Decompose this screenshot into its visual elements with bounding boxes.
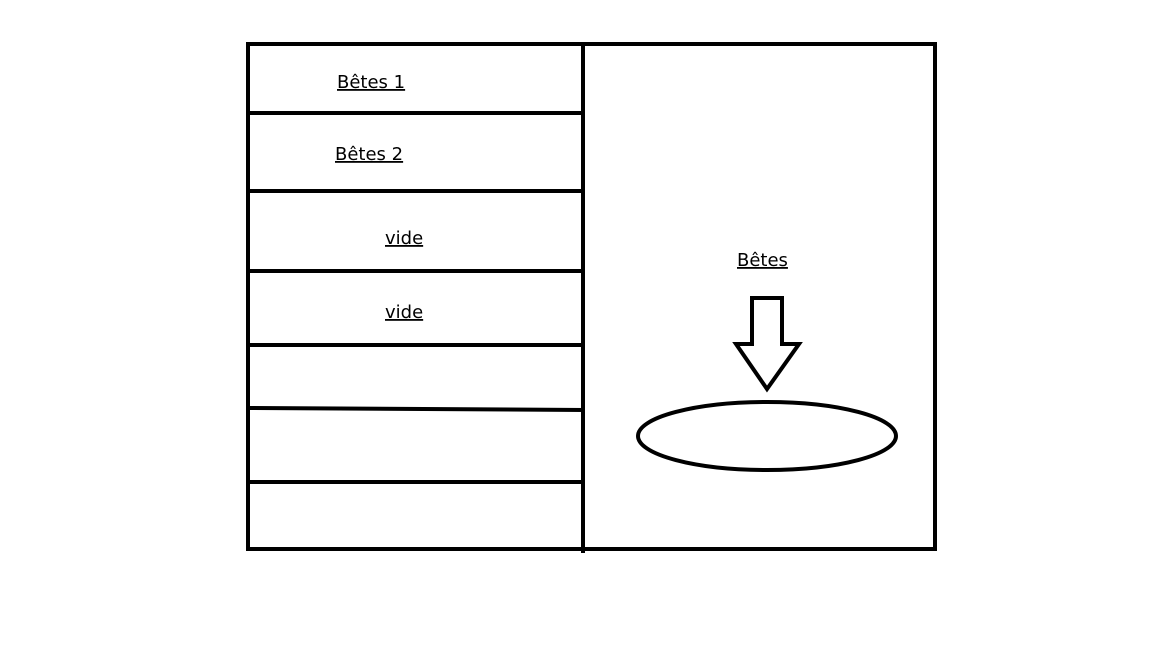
outer-frame <box>246 42 937 551</box>
slot-item-2[interactable]: Bêtes 2 <box>335 144 403 165</box>
slot-item-1[interactable]: Bêtes 1 <box>337 72 405 93</box>
slot-label: Bêtes 2 <box>335 144 403 165</box>
slot-label: Bêtes 1 <box>337 72 405 93</box>
down-arrow-icon <box>732 296 803 393</box>
slot-label: vide <box>385 302 423 323</box>
drop-zone[interactable] <box>636 400 898 472</box>
slot-list: Bêtes 1 Bêtes 2 vide vide <box>245 72 586 484</box>
slot-item-3[interactable]: vide <box>385 228 423 249</box>
target-label: Bêtes <box>737 250 788 271</box>
slot-separator <box>245 406 586 412</box>
slot-item-4[interactable]: vide <box>385 302 423 323</box>
slot-label: vide <box>385 228 423 249</box>
target-panel: Bêtes <box>636 250 898 472</box>
